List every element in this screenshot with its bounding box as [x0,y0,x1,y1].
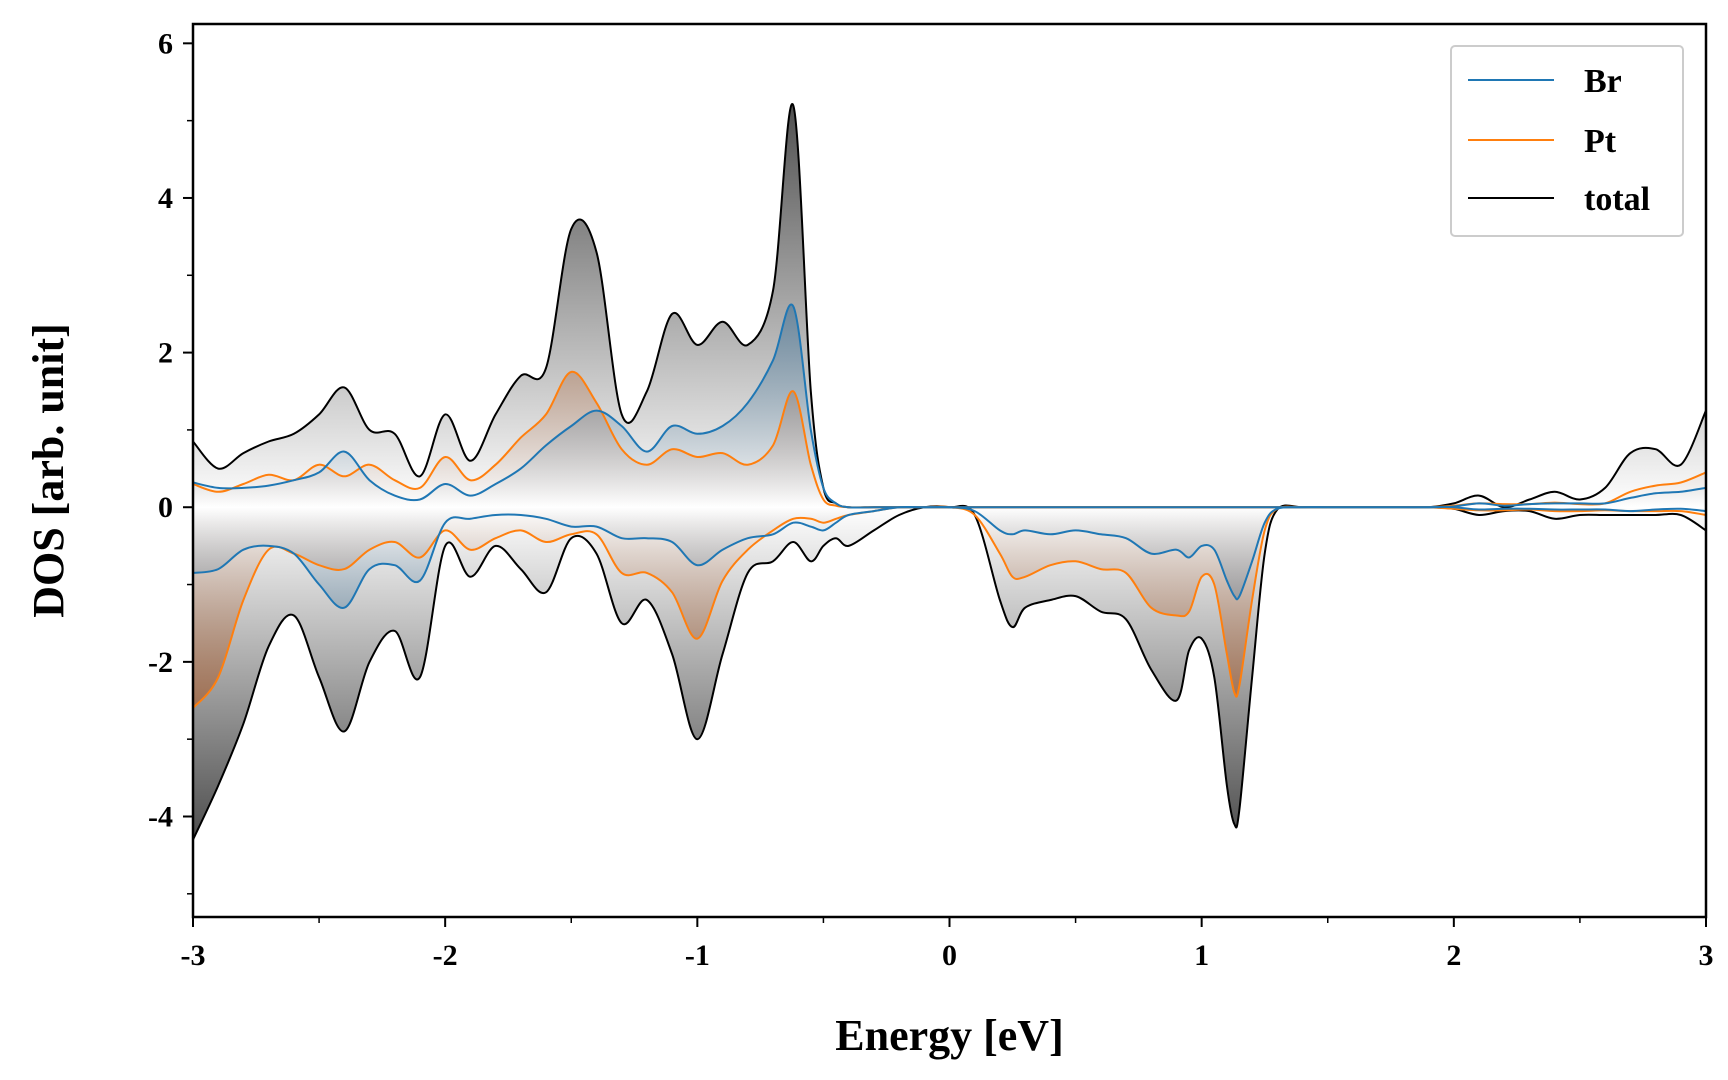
br-up-fill [193,304,1706,508]
legend: Br Pt total [1450,45,1684,237]
axes: -3 -2 -1 0 1 2 3 -4 -2 0 2 4 6 [148,22,1714,972]
y-tick-label: 6 [158,27,173,60]
x-axis-title: Energy [eV] [835,1011,1064,1060]
x-tick-label: -1 [685,939,710,972]
y-tick-label: 4 [158,182,173,215]
y-tick-label: -2 [148,646,173,679]
legend-box [1450,45,1684,237]
y-tick-label: -4 [148,800,173,833]
line-layer [193,103,1706,841]
y-tick-label: 0 [158,491,173,524]
x-tick-label: 1 [1194,939,1209,972]
y-tick-label: 2 [158,337,173,370]
pt-up-line [193,370,1706,509]
y-axis-title: DOS [arb. unit] [24,323,73,618]
br-down-fill [193,506,1706,608]
x-tick-label: -2 [433,939,458,972]
br-down-line [193,505,1706,609]
x-tick-label: -3 [181,939,206,972]
legend-label-pt: Pt [1584,123,1617,160]
legend-label-br: Br [1584,63,1622,100]
legend-label-total: total [1584,181,1650,218]
fill-layer [193,103,1706,840]
x-tick-label: 0 [942,939,957,972]
x-tick-label: 2 [1446,939,1461,972]
x-tick-label: 3 [1699,939,1714,972]
